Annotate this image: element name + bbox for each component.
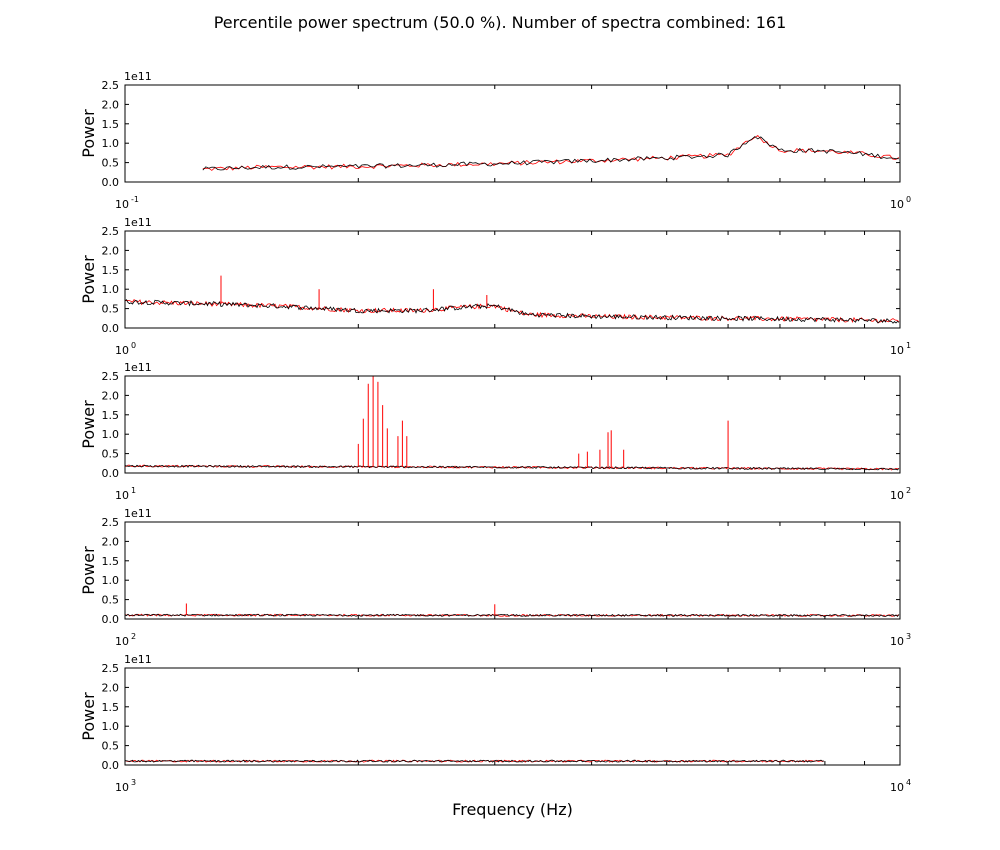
y-tick-label: 2.0	[102, 98, 120, 111]
y-tick-label: 0.5	[102, 157, 120, 170]
y-tick-label: 2.5	[102, 662, 120, 675]
x-tick-exponent: 4	[906, 778, 911, 787]
x-tick-exponent: 2	[131, 632, 136, 641]
y-tick-label: 0.5	[102, 303, 120, 316]
x-tick-label: 10	[890, 344, 904, 357]
series-line-baseline	[124, 613, 900, 618]
x-tick-exponent: 3	[906, 632, 911, 641]
y-axis-label: Power	[79, 400, 98, 449]
x-tick-label: 10	[890, 198, 904, 211]
y-tick-label: 1.5	[102, 264, 120, 277]
x-tick-exponent: 3	[131, 778, 136, 787]
y-tick-label: 1.0	[102, 428, 120, 441]
y-tick-label: 1.0	[102, 720, 120, 733]
y-tick-label: 2.0	[102, 681, 120, 694]
y-tick-label: 0.5	[102, 448, 120, 461]
x-tick-label: 10	[890, 635, 904, 648]
y-tick-label: 1.0	[102, 574, 120, 587]
y-tick-label: 1.5	[102, 555, 120, 568]
y-offset-multiplier: 1e11	[124, 361, 152, 374]
plot-frame	[124, 375, 901, 474]
y-offset-multiplier: 1e11	[124, 653, 152, 666]
series-line-baseline	[124, 759, 824, 763]
plot-frame	[124, 84, 901, 183]
series-line-baseline	[202, 136, 899, 171]
y-axis-label: Power	[79, 546, 98, 595]
x-tick-exponent: -1	[131, 195, 139, 204]
x-tick-exponent: 1	[906, 341, 911, 350]
y-tick-label: 0.5	[102, 740, 120, 753]
y-axis-label: Power	[79, 255, 98, 304]
y-axis-label: Power	[79, 109, 98, 158]
series-line-percentile	[124, 299, 900, 324]
y-tick-label: 2.5	[102, 370, 120, 383]
y-offset-multiplier: 1e11	[124, 216, 152, 229]
y-tick-label: 0.0	[102, 176, 120, 189]
x-tick-exponent: 0	[131, 341, 136, 350]
x-tick-exponent: 0	[906, 195, 911, 204]
x-tick-label: 10	[115, 635, 129, 648]
y-tick-label: 2.0	[102, 244, 120, 257]
y-tick-label: 0.0	[102, 322, 120, 335]
x-tick-exponent: 1	[131, 486, 136, 495]
x-tick-label: 10	[115, 781, 129, 794]
y-offset-multiplier: 1e11	[124, 70, 152, 83]
y-tick-label: 1.5	[102, 409, 120, 422]
y-tick-label: 1.0	[102, 283, 120, 296]
x-axis-label: Frequency (Hz)	[452, 800, 573, 819]
y-axis-label: Power	[79, 692, 98, 741]
y-tick-label: 2.5	[102, 225, 120, 238]
series-line-baseline	[124, 464, 900, 471]
y-tick-label: 2.5	[102, 516, 120, 529]
y-tick-label: 0.0	[102, 467, 120, 480]
y-tick-label: 2.5	[102, 79, 120, 92]
chart-title: Percentile power spectrum (50.0 %). Numb…	[213, 13, 787, 32]
x-tick-label: 10	[115, 489, 129, 502]
series-line-baseline	[124, 299, 900, 324]
y-offset-multiplier: 1e11	[124, 507, 152, 520]
y-tick-label: 1.5	[102, 118, 120, 131]
x-tick-label: 10	[890, 781, 904, 794]
y-tick-label: 0.5	[102, 594, 120, 607]
y-tick-label: 2.0	[102, 389, 120, 402]
y-tick-label: 1.5	[102, 701, 120, 714]
x-tick-label: 10	[115, 344, 129, 357]
y-tick-label: 1.0	[102, 137, 120, 150]
x-tick-exponent: 2	[906, 486, 911, 495]
series-line-percentile	[202, 134, 900, 171]
plot-frame	[124, 667, 901, 766]
y-tick-label: 0.0	[102, 759, 120, 772]
y-tick-label: 2.0	[102, 535, 120, 548]
plot-frame	[124, 521, 901, 620]
plot-frame	[124, 230, 901, 329]
x-tick-label: 10	[115, 198, 129, 211]
x-tick-label: 10	[890, 489, 904, 502]
y-tick-label: 0.0	[102, 613, 120, 626]
